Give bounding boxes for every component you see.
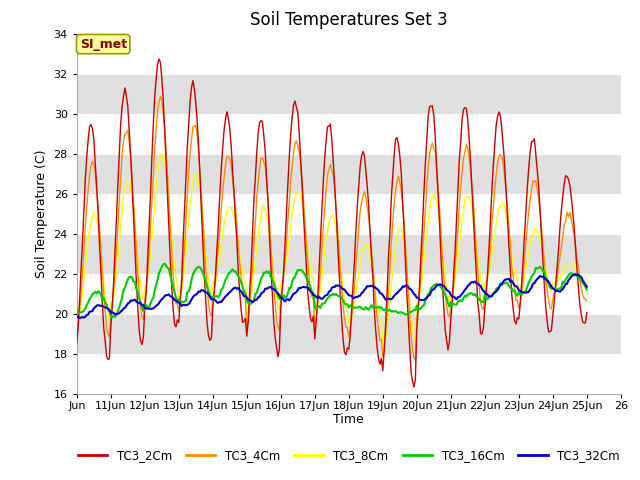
Bar: [77, 154, 621, 193]
Y-axis label: Soil Temperature (C): Soil Temperature (C): [35, 149, 48, 278]
X-axis label: Time: Time: [333, 413, 364, 426]
Text: SI_met: SI_met: [79, 37, 127, 50]
Bar: [77, 313, 621, 354]
Legend: TC3_2Cm, TC3_4Cm, TC3_8Cm, TC3_16Cm, TC3_32Cm: TC3_2Cm, TC3_4Cm, TC3_8Cm, TC3_16Cm, TC3…: [73, 444, 625, 467]
Bar: [77, 234, 621, 274]
Bar: [77, 73, 621, 114]
Title: Soil Temperatures Set 3: Soil Temperatures Set 3: [250, 11, 447, 29]
Bar: [77, 0, 621, 34]
